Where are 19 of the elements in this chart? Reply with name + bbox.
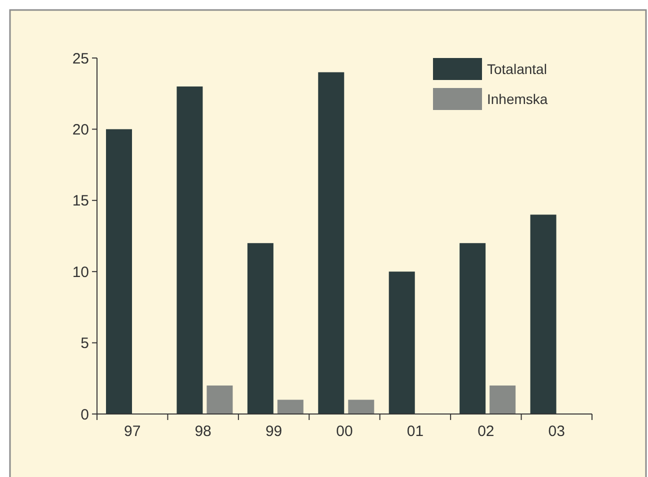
x-tick-label: 97 [124, 423, 141, 440]
x-tick-label: 02 [478, 423, 494, 440]
x-tick-label: 99 [265, 423, 282, 440]
y-tick-label: 10 [72, 264, 89, 281]
y-tick-label: 15 [72, 192, 89, 210]
y-tick-label: 20 [72, 121, 89, 138]
bar [348, 400, 374, 414]
x-tick-label: 00 [336, 423, 353, 440]
x-tick-label: 03 [548, 423, 565, 440]
bar [277, 400, 304, 414]
x-tick-label: 01 [406, 423, 424, 440]
bar [490, 386, 516, 414]
bar [206, 386, 233, 414]
y-tick-label: 5 [80, 335, 89, 352]
legend-label: Inhemska [487, 90, 548, 107]
legend-label: Totalantal [487, 60, 547, 77]
y-tick-label: 0 [80, 406, 89, 424]
y-tick-label: 25 [72, 50, 89, 68]
x-tick-label: 98 [194, 423, 212, 440]
